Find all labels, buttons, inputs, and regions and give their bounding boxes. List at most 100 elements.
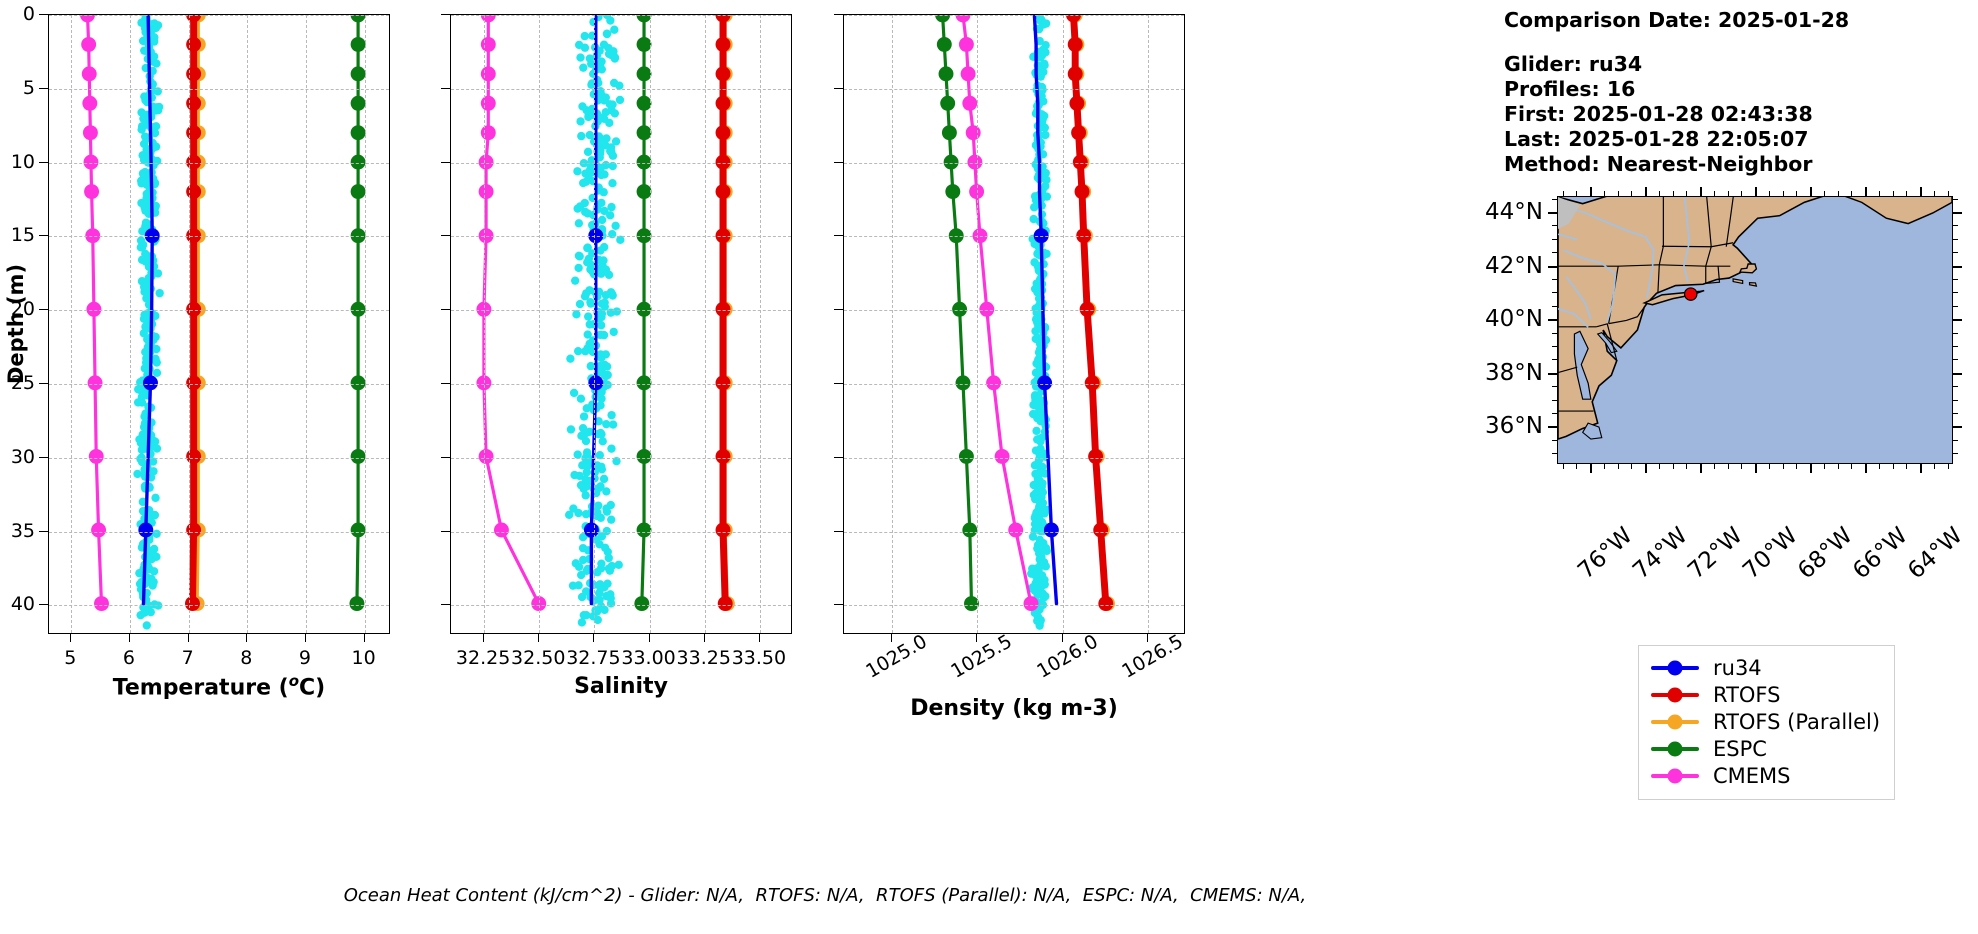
first-profile-time-text: First: 2025-01-28 02:43:38: [1504, 102, 1813, 126]
y-gridline: [49, 457, 389, 459]
map-lon-tick: [1645, 464, 1647, 473]
map-lon-minor-tick: [1892, 464, 1894, 469]
legend-label: RTOFS (Parallel): [1713, 709, 1881, 734]
y-tick-label: 40: [10, 593, 35, 616]
legend-item-rtofs[interactable]: RTOFS: [1651, 681, 1880, 708]
map-lon-tick: [1865, 464, 1867, 473]
x-tick: [976, 634, 978, 642]
map-lon-minor-tick: [1796, 464, 1798, 469]
series-ru34: [138, 15, 160, 606]
map-lat-tick: [1548, 372, 1557, 375]
map-lat-minor-tick: [1552, 238, 1557, 240]
x-tick: [703, 634, 705, 642]
map-marthas-vineyard: [1732, 278, 1744, 285]
legend-item-cmems[interactable]: CMEMS: [1651, 762, 1880, 789]
map-lat-tick: [1953, 212, 1962, 215]
map-lon-minor-tick: [1686, 191, 1688, 196]
map-lon-minor-tick: [1851, 191, 1853, 196]
map-lon-minor-tick: [1878, 464, 1880, 469]
map-lat-minor-tick: [1552, 399, 1557, 401]
y-tick: [441, 87, 450, 89]
y-gridline: [844, 384, 1184, 386]
x-tick-label: 1026.5: [1118, 630, 1188, 683]
x-tick: [483, 634, 485, 642]
map-lon-minor-tick: [1768, 191, 1770, 196]
y-tick: [441, 456, 450, 458]
x-gridline: [977, 15, 979, 633]
x-tick-label: 1026.0: [1033, 630, 1102, 683]
map-lat-minor-tick: [1552, 439, 1557, 441]
y-tick: [834, 604, 843, 606]
y-tick: [834, 383, 843, 385]
density-plot-area: [844, 15, 1184, 633]
map-river: [1558, 233, 1578, 241]
y-tick: [39, 383, 48, 385]
y-gridline: [49, 162, 389, 164]
x-gridline: [129, 15, 131, 633]
x-tick: [70, 634, 72, 642]
density-plot-frame: [843, 14, 1185, 634]
y-tick: [834, 456, 843, 458]
map-lon-tick: [1755, 187, 1757, 196]
y-tick: [441, 530, 450, 532]
x-tick: [1147, 634, 1149, 642]
map-lon-minor-tick: [1851, 464, 1853, 469]
map-lat-tick: [1548, 426, 1557, 429]
map-lon-minor-tick: [1576, 464, 1578, 469]
location-map[interactable]: 44°N 42°N 40°N 38°N 36°N 76°W 74°W 72°W 70°W 68°W…: [1485, 187, 1968, 584]
y-tick: [39, 530, 48, 532]
y-tick: [39, 14, 48, 15]
y-gridline: [844, 605, 1184, 607]
map-lon-tick: [1590, 464, 1592, 473]
map-lat-minor-tick: [1552, 292, 1557, 294]
x-tick-label: 33.50: [731, 647, 787, 669]
series-ru34: [583, 15, 604, 606]
map-lat-minor-tick: [1953, 238, 1958, 240]
y-tick: [834, 530, 843, 532]
map-chesapeake-bay: [1573, 330, 1592, 400]
legend-item-espc[interactable]: ESPC: [1651, 735, 1880, 762]
y-tick: [441, 309, 450, 311]
map-lon-label: 66°W: [1848, 522, 1913, 585]
map-border-line: [1705, 197, 1712, 284]
y-gridline: [844, 310, 1184, 312]
map-lon-minor-tick: [1727, 191, 1729, 196]
y-tick-label: 15: [10, 224, 35, 247]
salinity-axis-title: Salinity: [574, 674, 668, 699]
map-lon-minor-tick: [1562, 464, 1564, 469]
series-rtofs: [1066, 15, 1114, 612]
legend-item-rtofs-parallel[interactable]: RTOFS (Parallel): [1651, 708, 1880, 735]
x-tick: [648, 634, 650, 642]
map-lon-minor-tick: [1603, 191, 1605, 196]
legend-label: CMEMS: [1713, 763, 1791, 788]
y-gridline: [844, 15, 1184, 16]
y-gridline: [49, 384, 389, 386]
y-gridline: [49, 310, 389, 312]
temperature-plot-area: [49, 15, 389, 633]
y-tick: [441, 14, 450, 15]
map-lat-minor-tick: [1953, 386, 1958, 388]
map-lon-tick: [1920, 464, 1922, 473]
map-lat-minor-tick: [1552, 252, 1557, 254]
y-gridline: [49, 88, 389, 90]
ocean-heat-content-note: Ocean Heat Content (kJ/cm^2) - Glider: N…: [343, 885, 1307, 906]
profiles-count-text: Profiles: 16: [1504, 77, 1636, 101]
legend-item-ru34[interactable]: ru34: [1651, 654, 1880, 681]
map-lon-minor-tick: [1947, 464, 1949, 469]
map-lat-label: 42°N: [1485, 252, 1543, 279]
map-lon-label: 72°W: [1683, 522, 1748, 585]
x-tick-label: 32.50: [511, 647, 566, 669]
x-gridline: [539, 15, 541, 633]
y-tick-label: 30: [10, 445, 35, 468]
map-lon-minor-tick: [1741, 191, 1743, 196]
x-gridline: [484, 15, 486, 633]
y-gridline: [451, 310, 791, 312]
temperature-plot-frame: [48, 14, 390, 634]
x-tick-label: 32.25: [455, 647, 511, 669]
y-tick-label: 10: [10, 150, 35, 173]
y-gridline: [451, 15, 791, 16]
x-tick: [593, 634, 595, 642]
map-border-line: [1659, 264, 1731, 267]
x-tick: [538, 634, 540, 642]
